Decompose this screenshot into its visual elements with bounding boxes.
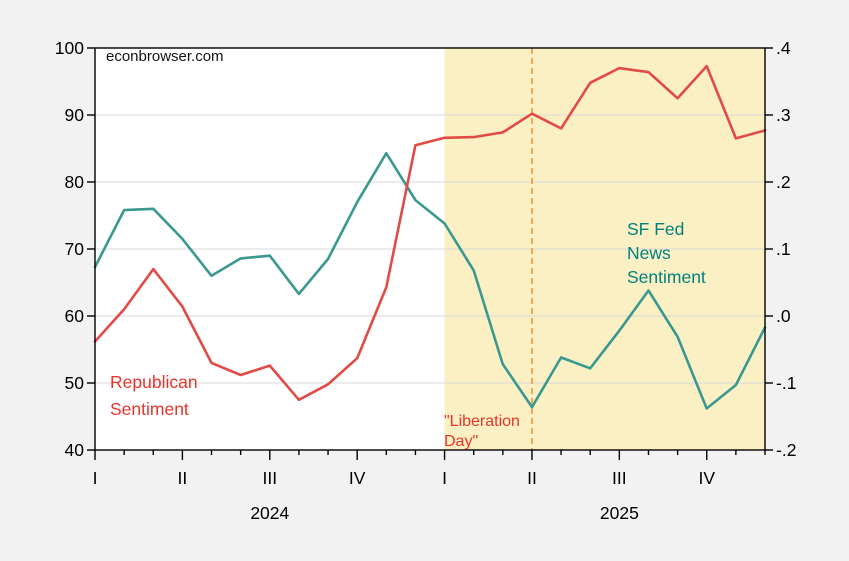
right-axis-tick-label: .3 bbox=[776, 105, 791, 125]
right-axis-tick-label: -.2 bbox=[776, 440, 796, 460]
quarter-tick-label: II bbox=[527, 468, 537, 488]
right-axis-tick-label: .1 bbox=[776, 239, 791, 259]
quarter-tick-label: III bbox=[612, 468, 627, 488]
quarter-tick-label: IV bbox=[698, 468, 715, 488]
left-axis-tick-label: 80 bbox=[65, 172, 85, 192]
left-axis-tick-label: 70 bbox=[65, 239, 85, 259]
series-line-sf-fed-news-sentiment bbox=[93, 151, 767, 410]
right-axis-tick-label: .0 bbox=[776, 306, 791, 326]
right-axis-tick-label: -.1 bbox=[776, 373, 796, 393]
axis-tick-layer bbox=[87, 47, 773, 460]
quarter-tick-label: III bbox=[262, 468, 277, 488]
quarter-tick-label: I bbox=[442, 468, 447, 488]
left-axis-tick-label: 90 bbox=[65, 105, 85, 125]
left-axis-tick-label: 60 bbox=[65, 306, 85, 326]
gridline-layer bbox=[95, 114, 765, 384]
quarter-tick-label: IV bbox=[349, 468, 366, 488]
year-label: 2025 bbox=[600, 503, 639, 523]
left-axis-tick-label: 40 bbox=[65, 440, 85, 460]
quarter-tick-label: I bbox=[93, 468, 98, 488]
series-line-republican-sentiment bbox=[93, 64, 767, 402]
left-axis-tick-label: 100 bbox=[55, 38, 84, 58]
right-axis-tick-label: .2 bbox=[776, 172, 791, 192]
left-axis-tick-label: 50 bbox=[65, 373, 85, 393]
quarter-tick-label: II bbox=[178, 468, 188, 488]
year-label: 2024 bbox=[250, 503, 289, 523]
right-axis-tick-label: .4 bbox=[776, 38, 791, 58]
series-layer bbox=[93, 64, 767, 410]
